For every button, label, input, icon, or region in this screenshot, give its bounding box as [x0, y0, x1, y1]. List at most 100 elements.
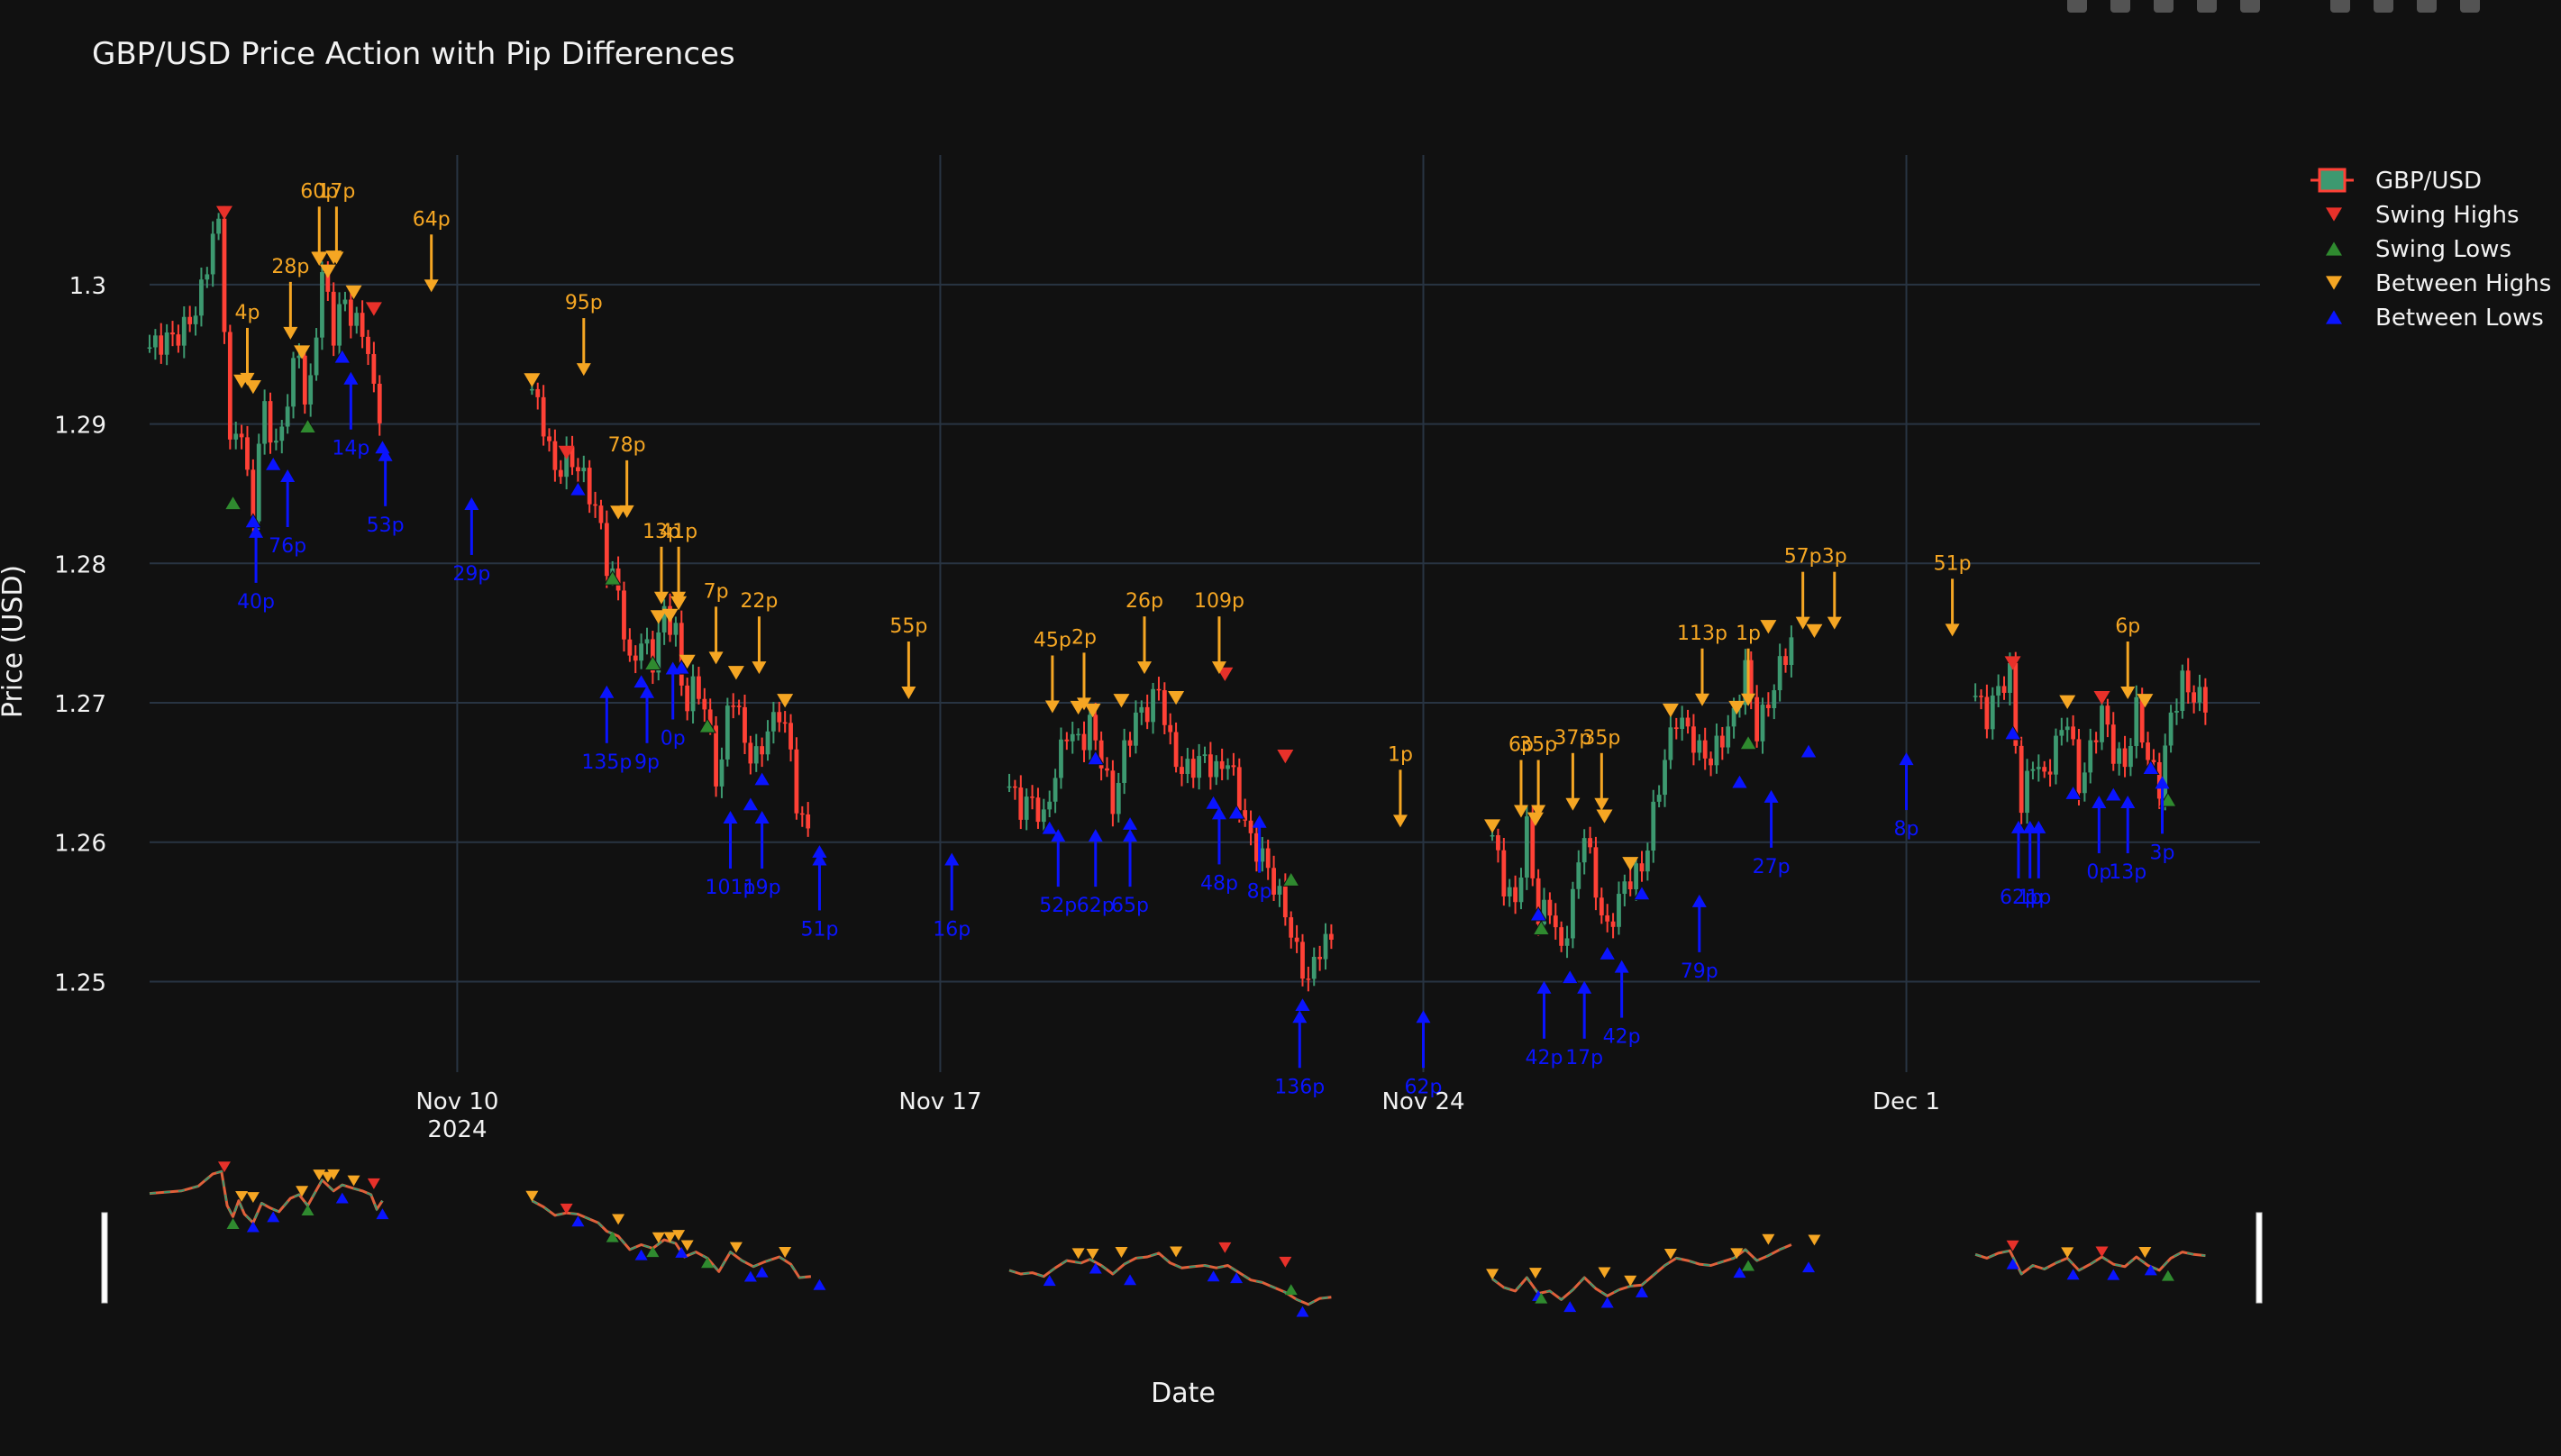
candle-body	[348, 299, 353, 326]
slider-between-high	[1730, 1248, 1744, 1260]
candle-body	[1553, 915, 1558, 928]
low-annotation-label: 16p	[933, 918, 971, 941]
candle-body	[291, 358, 296, 407]
candle-body	[1024, 796, 1029, 820]
candle-body	[216, 218, 221, 234]
slider-swing-low	[1284, 1284, 1298, 1296]
candle-body	[581, 468, 587, 472]
low-annotation-arrowhead	[944, 852, 960, 866]
low-annotation-label: 0p	[2086, 861, 2111, 884]
candle-body	[644, 639, 650, 644]
high-annotation-arrowhead	[752, 661, 767, 675]
candle-body	[587, 468, 592, 505]
pan-icon[interactable]	[2154, 0, 2174, 13]
candle-body	[1990, 695, 1995, 730]
low-annotation-label: 53p	[367, 514, 405, 537]
slider-price-line	[531, 1199, 812, 1279]
candle-body	[604, 523, 609, 577]
reset-axes-icon[interactable]	[2460, 0, 2480, 13]
low-annotation-arrowhead	[639, 685, 654, 698]
candlestick-series	[147, 205, 2208, 992]
candle-body	[210, 233, 215, 275]
candle-body	[2088, 740, 2093, 773]
modebar[interactable]	[2067, 0, 2480, 13]
lasso-icon[interactable]	[2240, 0, 2260, 13]
slider-between-low	[1124, 1274, 1137, 1286]
candle-body	[2146, 742, 2150, 760]
low-annotation-label: 101p	[706, 877, 756, 899]
swing-low-marker	[643, 655, 662, 671]
candle-body	[2185, 670, 2191, 693]
between-high-marker	[1596, 809, 1613, 824]
camera-icon[interactable]	[2067, 0, 2087, 13]
slider-right-handle[interactable]	[2256, 1212, 2263, 1304]
candle-body	[1719, 735, 1725, 748]
candle-body	[1714, 735, 1719, 766]
between-high-marker	[319, 264, 336, 278]
legend-item[interactable]: Swing Lows	[2326, 236, 2511, 263]
candle-body	[1144, 706, 1150, 723]
candle-body	[1765, 705, 1771, 708]
low-annotation-arrowhead	[343, 371, 359, 385]
slider-between-low	[2066, 1269, 2080, 1280]
between-low-marker	[1800, 742, 1818, 759]
candle-body	[2100, 705, 2104, 742]
high-annotation-label: 28p	[271, 256, 309, 278]
legend-item[interactable]: Between Lows	[2326, 305, 2544, 332]
slider-swing-low	[606, 1231, 619, 1242]
slider-between-low	[2107, 1269, 2120, 1280]
high-annotation-label: 113p	[1677, 623, 1727, 645]
swing-high-marker	[2004, 656, 2021, 670]
candle-body	[193, 315, 198, 324]
high-annotation-label: 35p	[1582, 727, 1620, 750]
candle-body	[1984, 696, 1990, 730]
candle-body	[1617, 894, 1621, 927]
zoom-out-icon[interactable]	[2374, 0, 2393, 13]
legend-item[interactable]: Between Highs	[2326, 270, 2551, 297]
y-axis-title: Price (USD)	[0, 565, 29, 718]
candle-body	[1772, 690, 1777, 708]
slider-price-line-overlay	[1008, 1251, 1332, 1306]
slider-between-low	[2006, 1258, 2019, 1269]
slider-between-high	[612, 1214, 625, 1225]
candle-body	[1513, 887, 1517, 903]
candle-body	[760, 746, 765, 755]
candle-body	[1197, 756, 1202, 778]
candle-body	[1490, 834, 1495, 837]
slider-price-line-overlay	[1974, 1250, 2206, 1276]
slider-left-handle[interactable]	[101, 1212, 108, 1304]
range-slider[interactable]	[101, 1161, 2263, 1317]
box-select-icon[interactable]	[2197, 0, 2217, 13]
legend-item[interactable]: GBP/USD	[2310, 168, 2482, 195]
candle-body	[529, 388, 534, 391]
low-annotation-arrowhead	[1536, 980, 1552, 994]
autoscale-icon[interactable]	[2417, 0, 2437, 13]
candle-body	[1013, 786, 1017, 788]
candle-body	[1277, 886, 1282, 895]
legend-marker-icon	[2326, 207, 2342, 222]
candle-body	[354, 313, 360, 326]
candle-body	[147, 347, 152, 350]
between-high-marker	[1113, 694, 1130, 708]
candle-body	[2151, 760, 2156, 762]
high-annotation-arrowhead	[1795, 616, 1810, 630]
candle-body	[1018, 787, 1024, 820]
legend-item[interactable]: Swing Highs	[2326, 202, 2520, 229]
candle-body	[227, 332, 232, 440]
slider-swing-high	[1218, 1242, 1232, 1253]
zoom-in-icon[interactable]	[2330, 0, 2350, 13]
legend-label: Between Lows	[2375, 305, 2544, 332]
slider-between-low	[813, 1279, 826, 1290]
slider-between-high	[680, 1240, 694, 1251]
candle-body	[331, 291, 336, 346]
candle-body	[371, 353, 377, 384]
candle-body	[342, 299, 348, 305]
low-annotation-arrowhead	[1899, 752, 1914, 766]
candle-body	[256, 443, 261, 522]
candle-body	[702, 698, 707, 710]
y-tick-label: 1.27	[54, 691, 106, 718]
candle-body	[1627, 881, 1633, 889]
zoom-icon[interactable]	[2110, 0, 2130, 13]
